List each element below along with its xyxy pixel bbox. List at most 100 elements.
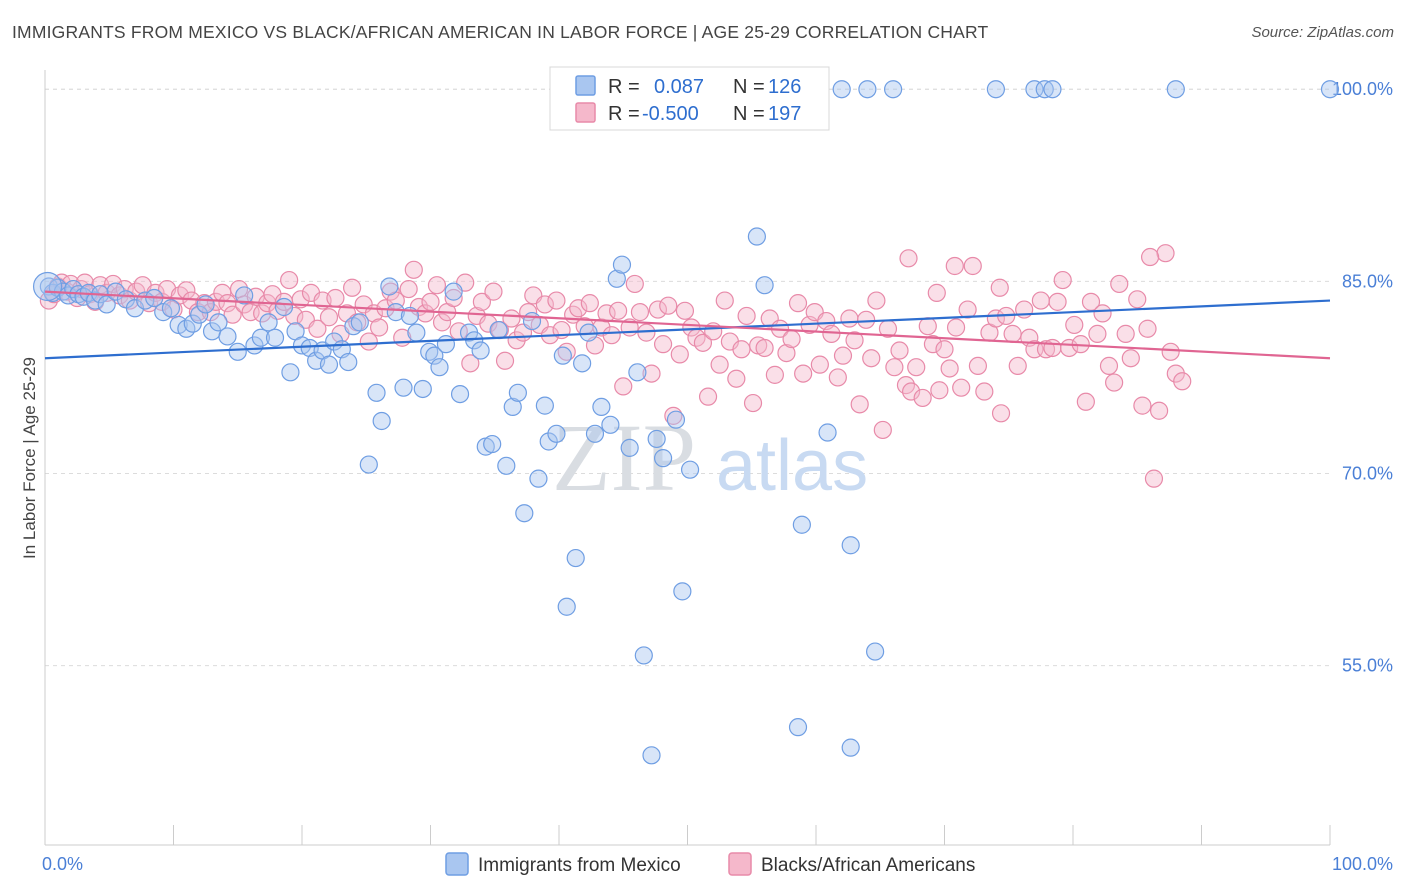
- data-point: [1048, 292, 1067, 311]
- legend-n-value-2: 197: [768, 103, 801, 125]
- data-point: [483, 434, 502, 454]
- data-point: [918, 317, 937, 336]
- data-point: [569, 299, 588, 318]
- data-point: [125, 299, 145, 318]
- data-point: [522, 311, 542, 331]
- data-point: [1149, 401, 1169, 420]
- trend-layer: [44, 290, 1331, 360]
- data-point: [394, 378, 413, 397]
- data-point: [952, 378, 971, 397]
- data-point: [223, 305, 242, 324]
- data-point: [682, 318, 701, 337]
- y-tick-label: 100.0%: [1332, 79, 1393, 99]
- data-point: [557, 597, 576, 616]
- data-point: [625, 274, 644, 294]
- data-point: [673, 582, 692, 601]
- data-point: [209, 313, 228, 332]
- data-point: [710, 355, 729, 374]
- data-point: [367, 383, 386, 402]
- y-tick-label: 55.0%: [1342, 656, 1393, 676]
- data-point: [732, 340, 751, 359]
- bottom-legend-mexico-label: Immigrants from Mexico: [478, 855, 681, 876]
- data-point-cluster: [32, 271, 63, 302]
- data-point: [444, 288, 463, 308]
- data-point: [425, 346, 444, 365]
- data-point: [1144, 469, 1164, 488]
- axes-layer: 0.0% 100.0%: [42, 70, 1393, 874]
- data-point: [285, 306, 304, 326]
- data-point: [1133, 396, 1152, 415]
- data-point: [648, 300, 668, 319]
- data-point: [788, 718, 808, 737]
- watermark-atlas: atlas: [716, 426, 868, 506]
- legend-stats: R = 0.087 N = 126 R = -0.500 N = 197: [549, 66, 830, 131]
- data-point: [968, 356, 988, 376]
- legend-r-value-1: 0.087: [654, 76, 704, 98]
- data-point: [958, 300, 977, 319]
- data-point: [698, 387, 718, 406]
- data-point: [326, 288, 345, 308]
- data-point: [1140, 247, 1160, 267]
- data-point: [828, 368, 847, 387]
- data-point: [792, 515, 811, 534]
- data-point: [1008, 356, 1027, 376]
- data-point: [866, 642, 885, 661]
- data-point: [1053, 270, 1072, 290]
- data-point: [670, 345, 689, 364]
- data-point: [529, 469, 548, 488]
- data-point: [765, 365, 784, 384]
- data-point: [281, 363, 300, 382]
- data-point: [607, 269, 626, 288]
- data-point: [601, 415, 620, 434]
- data-point: [715, 291, 734, 310]
- data-point: [727, 369, 746, 388]
- data-point: [907, 358, 926, 377]
- data-point: [990, 278, 1009, 297]
- data-point: [319, 355, 339, 374]
- data-point: [1173, 372, 1192, 391]
- data-point: [810, 355, 829, 374]
- data-point: [1088, 324, 1107, 343]
- data-point: [359, 332, 378, 351]
- data-point: [535, 295, 554, 314]
- bottom-legend: Immigrants from Mexico Blacks/African Am…: [445, 852, 975, 876]
- data-point: [370, 318, 389, 337]
- data-point: [1156, 244, 1175, 263]
- trendline-mexico: [44, 299, 1331, 360]
- data-point: [1320, 80, 1340, 99]
- data-point: [1121, 349, 1140, 368]
- legend-n-label-2: N =: [733, 103, 765, 125]
- data-point: [547, 291, 566, 310]
- data-point: [614, 377, 633, 396]
- data-point: [794, 364, 813, 383]
- data-point: [235, 286, 254, 305]
- data-point: [566, 548, 585, 568]
- data-point: [432, 313, 452, 332]
- data-point: [930, 381, 949, 400]
- data-point: [873, 420, 892, 440]
- data-point: [444, 282, 463, 301]
- data-point: [1110, 274, 1129, 294]
- data-point: [399, 279, 418, 299]
- data-point: [755, 338, 774, 358]
- data-point: [308, 319, 327, 338]
- data-point: [339, 352, 358, 372]
- data-point: [612, 255, 632, 274]
- data-point: [350, 313, 369, 332]
- data-point: [547, 424, 566, 443]
- data-point: [885, 358, 904, 377]
- data-point: [407, 323, 426, 342]
- data-point: [788, 294, 808, 313]
- data-point: [845, 331, 864, 350]
- data-point: [755, 276, 774, 295]
- data-point: [963, 256, 982, 276]
- legend-r-label-2: R =: [608, 103, 640, 125]
- data-point: [592, 397, 611, 417]
- data-point: [628, 363, 647, 382]
- series-mexico-points: [32, 80, 1340, 765]
- bottom-legend-mexico-swatch: [445, 852, 469, 876]
- data-point: [620, 438, 639, 457]
- data-point: [1065, 315, 1084, 335]
- data-point: [161, 299, 181, 318]
